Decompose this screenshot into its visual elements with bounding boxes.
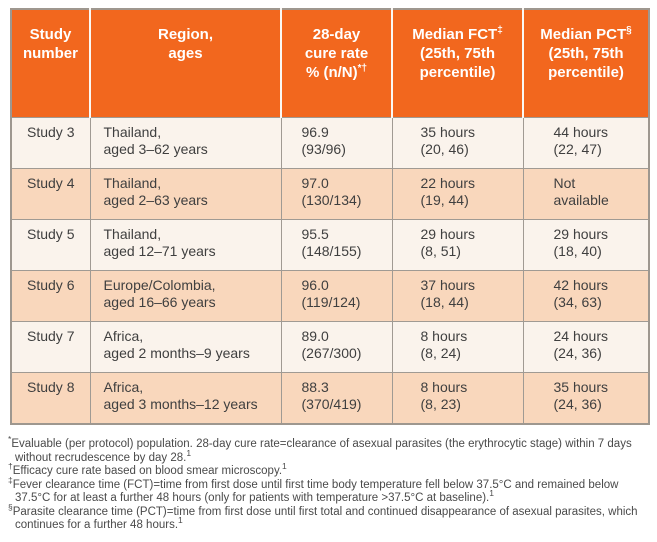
- cell-cure-rate: 88.3 (370/419): [280, 372, 393, 425]
- header-label: Median FCT: [412, 26, 498, 43]
- cell-study-number: Study 3: [10, 117, 91, 169]
- column-header-median-pct: Median PCT§ (25th, 75th percentile): [523, 9, 649, 118]
- cell-median-pct: 24 hours (24, 36): [522, 321, 650, 373]
- footnote-evaluable-population: *Evaluable (per protocol) population. 28…: [8, 435, 651, 465]
- header-label: Study number: [22, 26, 78, 62]
- column-header-study-number: Study number: [11, 9, 91, 118]
- table-row: Study 4 Thailand, aged 2–63 years 97.0 (…: [10, 168, 650, 220]
- footnote-text: Evaluable (per protocol) population. 28-…: [11, 438, 632, 464]
- table-row: Study 8 Africa, aged 3 months–12 years 8…: [10, 372, 650, 425]
- cell-study-number: Study 4: [10, 168, 91, 220]
- table-row: Study 5 Thailand, aged 12–71 years 95.5 …: [10, 219, 650, 271]
- footnote-reference: 1: [489, 488, 494, 499]
- footnote-reference: 1: [282, 461, 287, 472]
- cell-median-pct: Not available: [522, 168, 650, 220]
- cell-median-fct: 29 hours (8, 51): [391, 219, 524, 271]
- footnote-reference: 1: [178, 515, 183, 526]
- header-label: Region, ages: [158, 26, 213, 62]
- cell-median-fct: 35 hours (20, 46): [391, 117, 524, 169]
- header-label-rest: (25th, 75th percentile): [419, 45, 496, 81]
- header-superscript: §: [626, 25, 632, 36]
- header-label: 28-day cure rate % (n/N): [304, 26, 369, 81]
- table-row: Study 6 Europe/Colombia, aged 16–66 year…: [10, 270, 650, 322]
- cell-study-number: Study 7: [10, 321, 91, 373]
- cell-median-fct: 8 hours (8, 23): [391, 372, 524, 425]
- footnote-symbol: †: [8, 461, 13, 472]
- table-header: Study number Region, ages 28-day cure ra…: [11, 9, 649, 118]
- header-superscript: ‡: [497, 25, 503, 36]
- footnote-symbol: ‡: [8, 474, 13, 485]
- footnote-fever-clearance-time: ‡Fever clearance time (FCT)=time from fi…: [8, 475, 651, 506]
- header-superscript: *†: [357, 63, 368, 74]
- footnote-parasite-clearance-time: §Parasite clearance time (PCT)=time from…: [8, 502, 651, 533]
- table-row: Study 7 Africa, aged 2 months–9 years 89…: [10, 321, 650, 373]
- cell-region-ages: Thailand, aged 12–71 years: [89, 219, 282, 271]
- cell-median-fct: 22 hours (19, 44): [391, 168, 524, 220]
- cell-region-ages: Europe/Colombia, aged 16–66 years: [89, 270, 282, 322]
- cell-study-number: Study 8: [10, 372, 91, 425]
- cell-median-fct: 37 hours (18, 44): [391, 270, 524, 322]
- cell-median-fct: 8 hours (8, 24): [391, 321, 524, 373]
- header-label-rest: (25th, 75th percentile): [548, 45, 624, 81]
- header-row: Study number Region, ages 28-day cure ra…: [11, 9, 649, 118]
- header-label: Median PCT: [540, 26, 627, 43]
- footnote-reference: 1: [186, 447, 192, 458]
- table-row: Study 3 Thailand, aged 3–62 years 96.9 (…: [10, 117, 650, 169]
- column-header-region-ages: Region, ages: [90, 9, 282, 118]
- study-results-table: Study number Region, ages 28-day cure ra…: [10, 8, 650, 425]
- cell-median-pct: 44 hours (22, 47): [522, 117, 650, 169]
- cell-cure-rate: 89.0 (267/300): [280, 321, 393, 373]
- footnote-text: Parasite clearance time (PCT)=time from …: [12, 505, 638, 532]
- column-header-median-fct: Median FCT‡ (25th, 75th percentile): [392, 9, 524, 118]
- column-header-cure-rate: 28-day cure rate % (n/N)*†: [281, 9, 393, 118]
- footnote-text: Fever clearance time (FCT)=time from fir…: [12, 478, 619, 505]
- footnote-text: Efficacy cure rate based on blood smear …: [12, 465, 283, 477]
- cell-median-pct: 42 hours (34, 63): [522, 270, 650, 322]
- cell-median-pct: 29 hours (18, 40): [522, 219, 650, 271]
- footnote-symbol: *: [8, 434, 12, 445]
- cell-median-pct: 35 hours (24, 36): [522, 372, 650, 425]
- cell-cure-rate: 96.0 (119/124): [280, 270, 393, 322]
- cell-region-ages: Thailand, aged 2–63 years: [89, 168, 282, 220]
- cell-study-number: Study 6: [10, 270, 91, 322]
- cell-region-ages: Thailand, aged 3–62 years: [89, 117, 282, 169]
- cell-region-ages: Africa, aged 3 months–12 years: [89, 372, 282, 425]
- table-body: Study 3 Thailand, aged 3–62 years 96.9 (…: [10, 117, 650, 425]
- footnote-symbol: §: [8, 501, 13, 512]
- footnote-efficacy-cure-rate: †Efficacy cure rate based on blood smear…: [8, 462, 651, 479]
- cell-cure-rate: 97.0 (130/134): [280, 168, 393, 220]
- cell-cure-rate: 95.5 (148/155): [280, 219, 393, 271]
- cell-study-number: Study 5: [10, 219, 91, 271]
- footnotes-section: *Evaluable (per protocol) population. 28…: [8, 435, 651, 533]
- cell-cure-rate: 96.9 (93/96): [280, 117, 393, 169]
- cell-region-ages: Africa, aged 2 months–9 years: [89, 321, 282, 373]
